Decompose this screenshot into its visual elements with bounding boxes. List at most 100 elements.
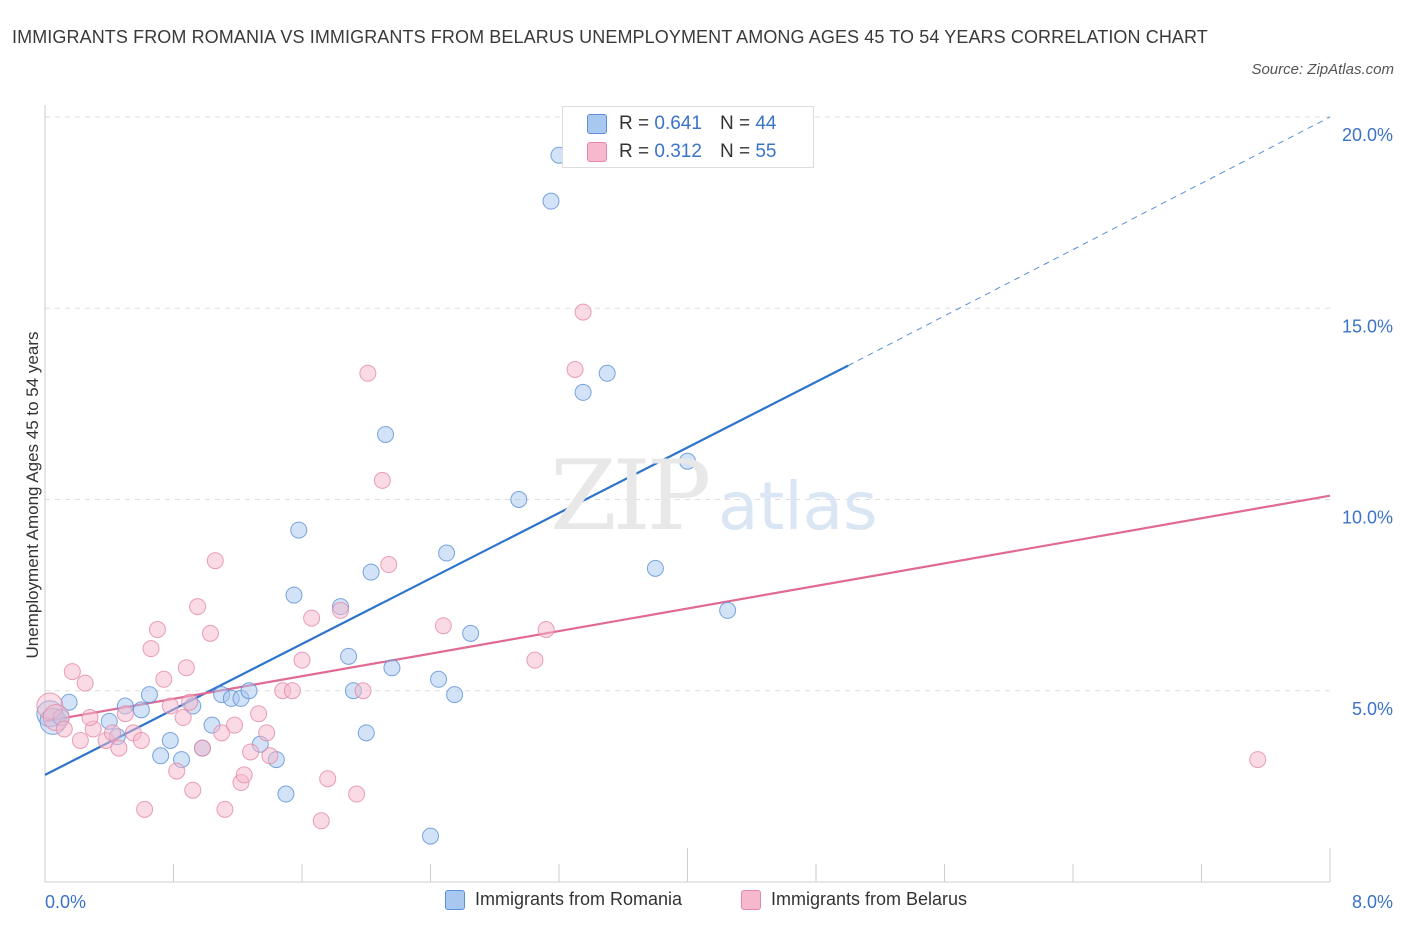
legend-r-value: 0.641 — [654, 113, 702, 134]
legend-n-label: N = — [719, 141, 751, 162]
data-point — [357, 724, 375, 742]
data-point — [359, 364, 377, 382]
data-point — [598, 364, 616, 382]
data-point — [373, 471, 391, 489]
correlation-legend: R = 0.641 N = 44 R = 0.312 N = 55 — [562, 106, 814, 168]
data-point — [542, 192, 560, 210]
data-point — [161, 697, 179, 715]
legend-n-label: N = — [719, 113, 751, 134]
data-point — [332, 601, 350, 619]
data-point — [422, 827, 439, 845]
data-point — [285, 586, 303, 604]
legend-r-label: R = — [619, 113, 650, 134]
data-point — [566, 360, 584, 378]
data-point — [81, 709, 99, 727]
data-point — [71, 731, 89, 749]
data-point — [1249, 751, 1267, 769]
legend-row-romania: R = 0.641 N = 44 — [587, 112, 776, 136]
data-point — [348, 785, 366, 803]
data-point — [354, 682, 372, 700]
legend-n-value: 44 — [755, 113, 777, 134]
data-point — [430, 670, 448, 688]
data-point — [574, 303, 592, 321]
data-point — [136, 800, 154, 818]
data-point — [168, 762, 186, 780]
legend-label-romania: Immigrants from Romania — [475, 889, 683, 909]
data-point — [240, 682, 258, 700]
legend-r-value: 0.312 — [654, 141, 702, 162]
y-tick-label: 15.0% — [1342, 316, 1393, 336]
data-point — [340, 647, 358, 665]
data-point — [380, 556, 398, 574]
trend-line-romania-extension — [847, 116, 1331, 367]
data-point — [526, 651, 544, 669]
data-point — [213, 724, 231, 742]
data-point — [719, 601, 737, 619]
data-point — [110, 739, 128, 757]
trend-lines — [44, 116, 1331, 776]
data-point — [261, 747, 279, 765]
data-point — [155, 670, 173, 688]
data-point — [116, 705, 134, 723]
data-point — [277, 785, 295, 803]
data-point — [510, 491, 528, 508]
data-point — [312, 812, 330, 830]
data-point — [132, 731, 150, 749]
trend-line-romania — [44, 364, 849, 776]
data-point — [177, 659, 195, 677]
data-point — [574, 383, 592, 401]
series-legend: Immigrants from Romania Immigrants from … — [0, 889, 1406, 915]
tick-labels: 5.0% 10.0% 15.0% 20.0% 0.0% 8.0% — [45, 125, 1393, 912]
data-point — [76, 674, 94, 692]
x-tick-label: 8.0% — [1352, 892, 1393, 912]
data-point — [242, 743, 260, 761]
data-point — [362, 563, 380, 581]
legend-swatch-belarus — [587, 142, 607, 162]
data-point — [201, 624, 219, 642]
data-point — [148, 621, 166, 639]
data-point — [434, 617, 452, 635]
data-point — [216, 800, 234, 818]
source-label: Source: ZipAtlas.com — [1251, 61, 1394, 78]
data-point — [377, 425, 395, 443]
series-belarus-points — [36, 303, 1267, 830]
data-point — [184, 781, 202, 799]
x-tick-label: 0.0% — [45, 892, 86, 912]
chart-title: IMMIGRANTS FROM ROMANIA VS IMMIGRANTS FR… — [12, 27, 1208, 47]
legend-item-romania[interactable]: Immigrants from Romania — [445, 889, 682, 910]
data-point — [55, 720, 73, 738]
y-axis-title: Unemployment Among Ages 45 to 54 years — [23, 332, 42, 659]
data-point — [293, 651, 311, 669]
data-point — [103, 724, 121, 742]
watermark-zip: ZIP — [550, 440, 711, 552]
y-tick-label: 10.0% — [1342, 508, 1393, 528]
legend-r-label: R = — [619, 141, 650, 162]
y-tick-label: 5.0% — [1352, 699, 1393, 719]
data-point — [438, 544, 456, 562]
data-point — [174, 709, 192, 727]
watermark-atlas: atlas — [718, 468, 878, 545]
data-point — [161, 731, 179, 749]
data-point — [646, 559, 664, 577]
legend-swatch-belarus — [741, 889, 761, 910]
data-point — [206, 552, 224, 570]
data-point — [63, 663, 81, 681]
data-point — [283, 682, 301, 700]
data-point — [446, 686, 464, 704]
legend-label-belarus: Immigrants from Belarus — [771, 889, 968, 909]
data-point — [142, 640, 160, 658]
data-point — [679, 452, 696, 470]
data-point — [226, 716, 244, 734]
y-tick-label: 20.0% — [1342, 125, 1393, 145]
data-point — [189, 598, 207, 616]
legend-item-belarus[interactable]: Immigrants from Belarus — [741, 889, 967, 910]
data-point — [235, 766, 253, 784]
legend-row-belarus: R = 0.312 N = 55 — [587, 140, 776, 164]
data-point — [290, 521, 308, 539]
data-point — [152, 747, 170, 765]
trend-line-belarus — [44, 494, 1331, 723]
legend-swatch-romania — [587, 114, 607, 134]
axes: Unemployment Among Ages 45 to 54 years — [23, 105, 1331, 883]
data-point — [258, 724, 276, 742]
